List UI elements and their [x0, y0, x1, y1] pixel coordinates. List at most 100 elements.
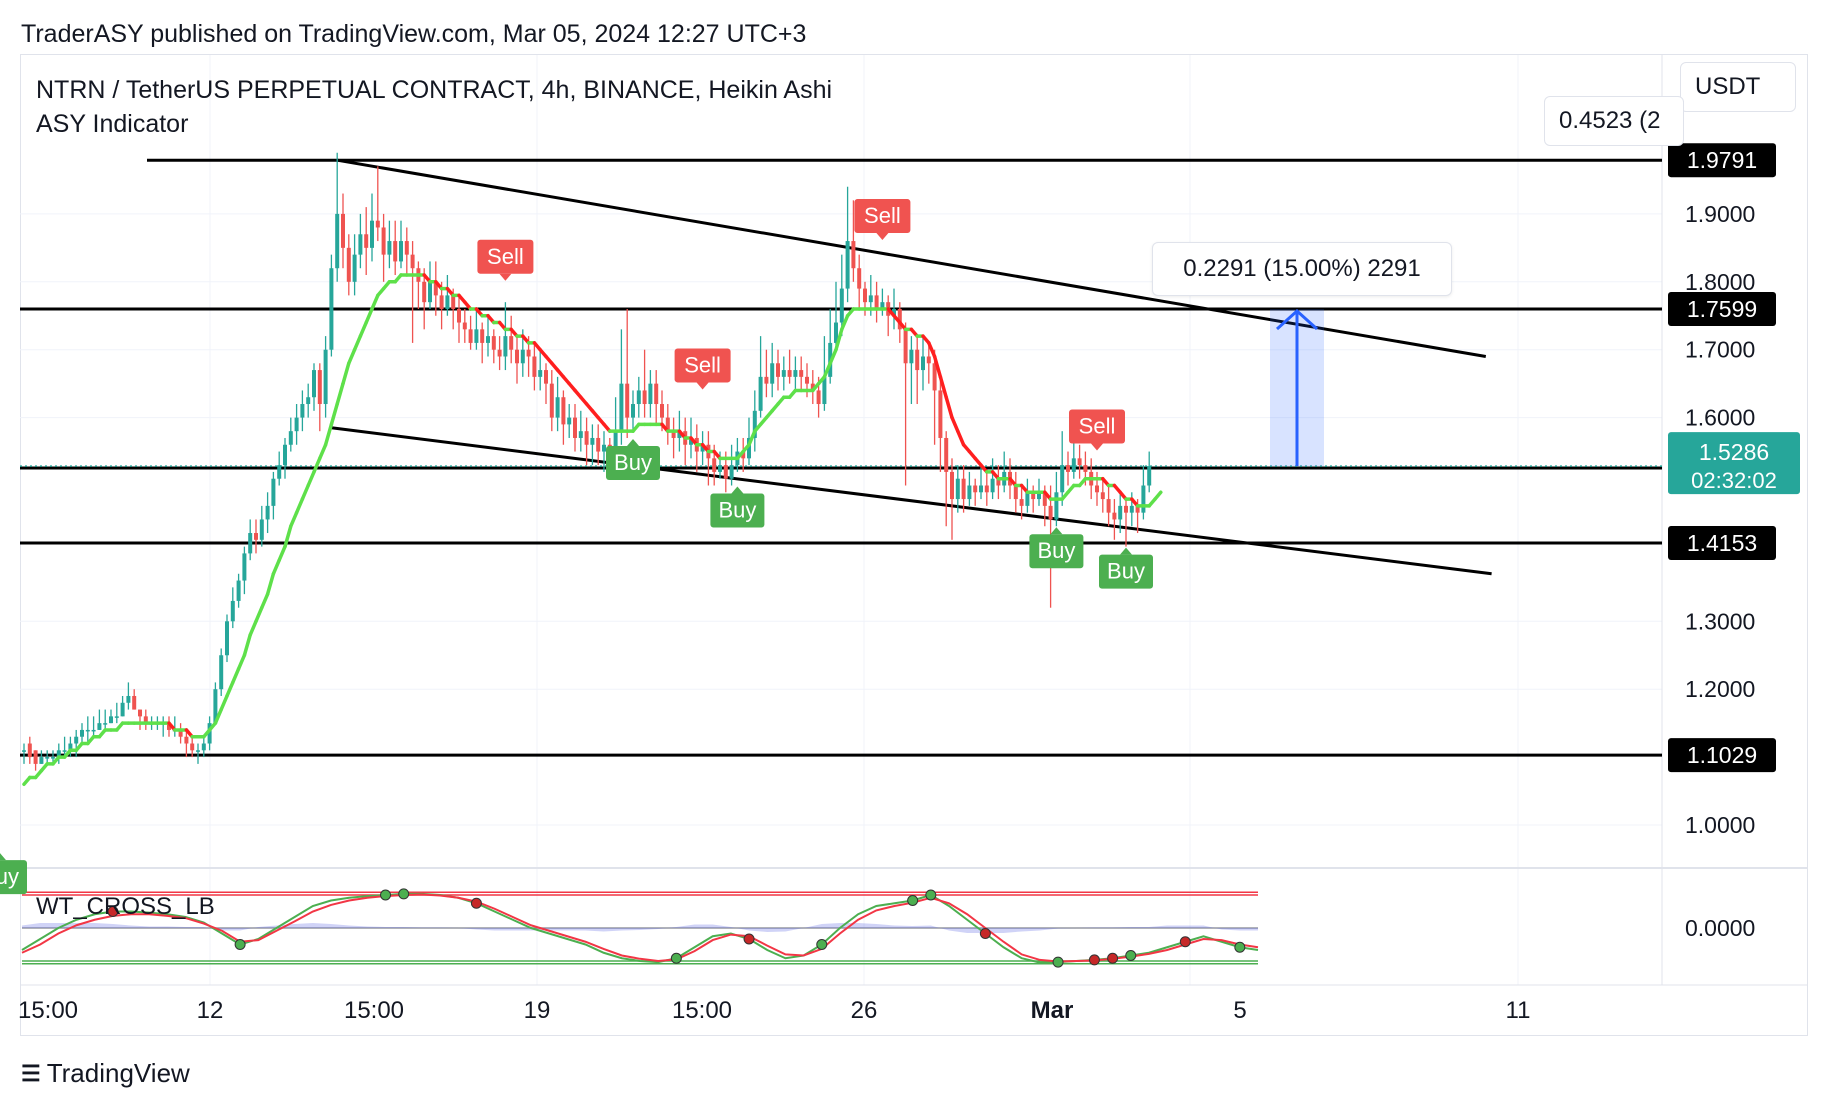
candle-body	[27, 743, 32, 758]
candle-body	[184, 736, 189, 744]
ema-segment	[248, 619, 258, 637]
time-tick-label: 26	[851, 997, 878, 1024]
candle-body	[944, 437, 949, 472]
candle-body	[1054, 492, 1059, 520]
current-price-label: 1.5286	[1699, 439, 1769, 465]
candle-body	[312, 370, 316, 398]
candle-body	[288, 431, 293, 445]
ema-segment	[254, 605, 264, 624]
candle-body	[642, 390, 647, 405]
candle-body	[393, 241, 398, 262]
measure-arrow-head	[1275, 309, 1319, 331]
ema-segment	[358, 320, 368, 338]
sell-signal-badge	[477, 239, 534, 274]
price-tick-label: 1.0000	[1685, 812, 1755, 838]
cross-dot	[1052, 956, 1064, 968]
candle-body	[213, 689, 218, 724]
horizontal-levels	[20, 158, 1662, 757]
candle-body	[764, 376, 769, 384]
candle-body	[445, 295, 450, 309]
candle-body	[979, 485, 983, 493]
candle-body	[201, 743, 206, 751]
buy-signal-badge	[710, 493, 765, 528]
candle-body	[341, 213, 345, 248]
ema-segment	[231, 667, 241, 685]
price-tick-label: 1.6000	[1685, 405, 1755, 431]
time-tick-label: 15:00	[344, 997, 404, 1024]
candle-body	[1124, 505, 1128, 513]
candle-body	[242, 553, 247, 581]
sell-signal-badge	[854, 199, 911, 234]
signals: Sell Sell Sell Sell Buy Buy Buy Buy Buy	[0, 199, 1153, 895]
candle-body	[271, 478, 276, 506]
ema-line	[22, 273, 1163, 787]
cross-dot	[816, 939, 828, 950]
ema-segment	[329, 402, 339, 427]
price-tick-label: 1.3000	[1685, 608, 1755, 634]
candle-body	[167, 723, 171, 730]
candle-body	[462, 322, 467, 330]
buy-pointer	[0, 853, 6, 861]
candle-body	[265, 505, 270, 520]
cross-dot	[1107, 952, 1119, 964]
cross-dot	[1125, 950, 1137, 961]
candle-body	[80, 729, 84, 737]
candle-body	[509, 336, 514, 350]
candle-body	[526, 349, 531, 357]
level-price-tag	[1668, 143, 1776, 178]
candle-body	[317, 370, 322, 405]
ema-segment	[335, 381, 345, 406]
candle-body	[68, 743, 73, 751]
cross-dot	[1088, 954, 1100, 966]
candle-body	[1019, 499, 1024, 506]
candle-body	[503, 336, 508, 357]
candle-body	[654, 383, 659, 405]
currency-button[interactable]: USDT	[1680, 62, 1796, 112]
symbol-title[interactable]: NTRN / TetherUS PERPETUAL CONTRACT, 4h, …	[36, 76, 833, 104]
candle-body	[474, 329, 479, 343]
candle-body	[306, 397, 311, 405]
candle-body	[1083, 465, 1088, 472]
candle-body	[323, 349, 328, 405]
candle-body	[114, 716, 119, 718]
candle-body	[1106, 499, 1111, 513]
published-caption: TraderASY published on TradingView.com, …	[21, 20, 807, 48]
indicator-name[interactable]: ASY Indicator	[36, 110, 189, 138]
level-price-tag	[1668, 292, 1776, 327]
candle-body	[109, 716, 113, 724]
buy-pointer	[627, 438, 639, 446]
level-price-label: 1.4153	[1687, 530, 1757, 556]
ema-segment	[822, 361, 832, 379]
footer-brand[interactable]: ☰ TradingView	[21, 1058, 190, 1089]
ema-segment	[834, 327, 844, 352]
candle-body	[143, 716, 148, 724]
ema-segment	[219, 694, 229, 712]
level-price-tag	[1668, 738, 1776, 773]
buy-pointer	[1120, 547, 1132, 555]
ema-segment	[347, 347, 357, 366]
candle-body	[225, 621, 229, 656]
candle-body	[329, 268, 334, 350]
candle-body	[741, 451, 746, 459]
ema-segment	[944, 395, 954, 420]
candle-body	[636, 390, 641, 405]
candle-body	[868, 295, 873, 303]
candle-body	[863, 288, 867, 303]
sell-pointer	[696, 382, 709, 390]
candle-body	[950, 471, 954, 500]
brand-name: TradingView	[46, 1058, 190, 1088]
candle-body	[230, 600, 235, 622]
candle-body	[468, 329, 473, 343]
candle-body	[207, 723, 212, 744]
candle-body	[254, 533, 258, 540]
wt-diff-area	[22, 923, 1258, 933]
oscillator-name[interactable]: WT_CROSS_LB	[36, 893, 215, 920]
trendline	[336, 158, 1487, 358]
candle-body	[277, 465, 282, 479]
candle-body	[631, 404, 635, 418]
ema-segment	[938, 375, 948, 399]
candle-body	[851, 241, 856, 269]
time-tick-label: 15:00	[672, 997, 732, 1024]
ema-segment	[828, 347, 838, 366]
